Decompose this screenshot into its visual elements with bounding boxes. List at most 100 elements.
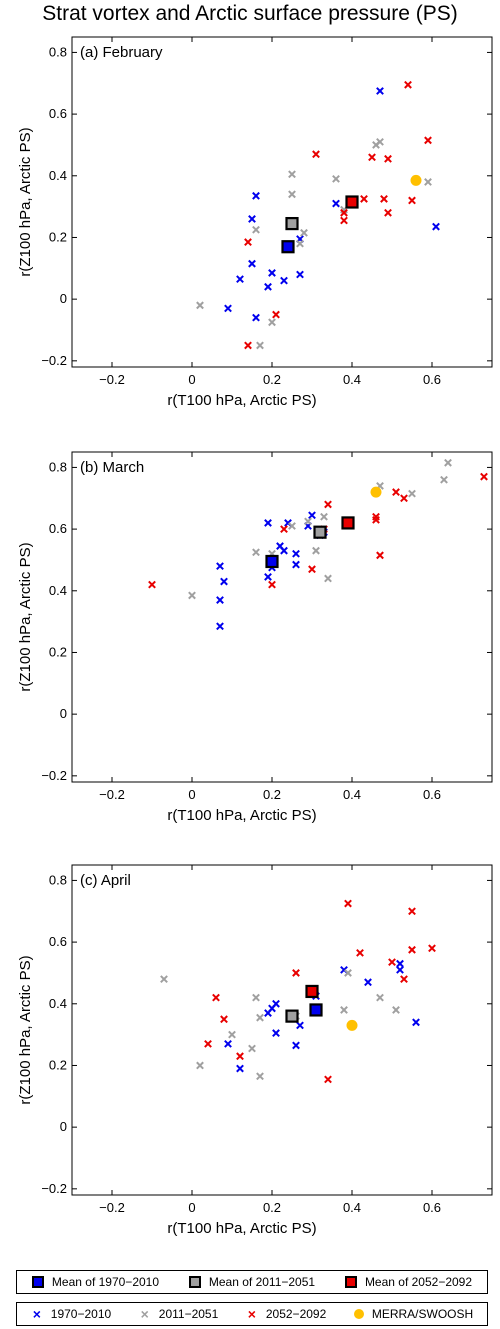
point-stroke [312, 546, 320, 555]
point-stroke [404, 80, 412, 89]
point-2052-2092 [280, 525, 288, 534]
point-stroke [216, 596, 224, 604]
point-1970-2010 [332, 199, 340, 208]
legend-item-mean-2011: Mean of 2011−2051 [188, 1275, 315, 1289]
point-stroke [400, 975, 408, 984]
point-2011-2051 [252, 548, 260, 557]
point-2011-2051 [440, 475, 448, 484]
point-stroke [268, 580, 276, 589]
y-tick-label: 0.4 [49, 583, 67, 598]
point-2052-2092 [204, 1039, 212, 1048]
point-stroke [344, 899, 352, 908]
point-stroke [388, 958, 396, 967]
point-stroke [400, 494, 408, 503]
legend-marker-2052: × [247, 1306, 256, 1322]
point-stroke [248, 215, 256, 223]
point-stroke [368, 153, 376, 162]
y-tick-label: 0.6 [49, 106, 67, 121]
point-1970-2010 [264, 519, 272, 527]
point-2052-2092 [244, 341, 252, 350]
point-stroke [204, 1039, 212, 1048]
point-mean-of-2011-2051 [313, 525, 327, 539]
point-1970-2010 [264, 572, 272, 581]
y-tick-label: 0.4 [49, 996, 67, 1011]
panel-title: (b) March [80, 459, 144, 476]
point-1970-2010 [308, 511, 316, 520]
point-stroke [376, 993, 384, 1002]
figure-title: Strat vortex and Arctic surface pressure… [42, 2, 458, 25]
y-tick-label: 0 [60, 291, 67, 306]
point-2011-2051 [188, 591, 196, 600]
point-1970-2010 [248, 259, 256, 268]
y-tick-label: −0.2 [41, 353, 67, 368]
point-stroke [372, 515, 380, 524]
point-2011-2051 [248, 1044, 256, 1053]
point-2011-2051 [256, 1013, 264, 1022]
point-stroke [480, 472, 488, 481]
point-2052-2092 [212, 993, 220, 1002]
legend-marker-1970: × [32, 1306, 41, 1322]
point-stroke [424, 178, 432, 186]
point-stroke [256, 1013, 264, 1022]
point-stroke [408, 945, 416, 954]
point-stroke [396, 965, 404, 974]
point-stroke [264, 519, 272, 527]
point-stroke [272, 1029, 280, 1037]
point-2011-2051 [332, 174, 340, 183]
legend-label-2052: 2052−2092 [265, 1307, 327, 1321]
x-axis-label: r(T100 hPa, Arctic PS) [167, 807, 316, 824]
point-2052-2092 [480, 472, 488, 481]
point-2052-2092 [408, 945, 416, 954]
y-tick-label: 0.2 [49, 229, 67, 244]
point-2052-2092 [404, 80, 412, 89]
point-stroke [160, 975, 168, 984]
point-2011-2051 [304, 517, 312, 526]
point-2052-2092 [236, 1052, 244, 1061]
point-1970-2010 [272, 999, 280, 1008]
point-1970-2010 [236, 1064, 244, 1073]
point-2011-2051 [408, 489, 416, 498]
y-tick-label: 0.6 [49, 521, 67, 536]
point-stroke [188, 591, 196, 600]
point-stroke [196, 1061, 204, 1070]
panel-march: −0.2 0 0.2 0.4 0.6 −0.2 0 0.2 0.4 0.6 0.8 r(T100 hP… [17, 451, 493, 824]
x-tick-label: 0 [188, 1200, 195, 1215]
point-stroke [272, 999, 280, 1008]
x-tick-label: 0 [188, 372, 195, 387]
point-stroke [444, 458, 452, 467]
point-stroke [304, 517, 312, 526]
point-stroke [264, 572, 272, 581]
point-stroke [340, 1006, 348, 1014]
legend-marker-mean-1970 [31, 1276, 44, 1288]
point-stroke [288, 522, 296, 530]
panel-february: −0.2 0 0.2 0.4 0.6 −0.2 0 0.2 0.4 0.6 0.8 r(T100 hP… [17, 36, 493, 409]
point-stroke [224, 304, 232, 313]
point-stroke [292, 560, 300, 569]
point-stroke [252, 313, 260, 322]
point-2011-2051 [320, 512, 328, 521]
y-axis-label: r(Z100 hPa, Arctic PS) [17, 955, 34, 1104]
point-2011-2051 [312, 546, 320, 555]
point-stroke [344, 969, 352, 977]
point-1970-2010 [248, 215, 256, 223]
point-2011-2051 [252, 993, 260, 1002]
point-1970-2010 [264, 282, 272, 291]
x-tick-label: 0.4 [343, 372, 361, 387]
point-stroke [256, 1072, 264, 1081]
point-mean-of-2052-2092 [305, 984, 319, 999]
point-stroke [408, 489, 416, 498]
point-2052-2092 [308, 565, 316, 574]
point-stroke [236, 1052, 244, 1061]
point-2011-2051 [288, 170, 296, 179]
point-2011-2051 [196, 301, 204, 310]
x-tick-label: −0.2 [99, 787, 125, 802]
legend-marker-mean-2052 [344, 1276, 357, 1288]
point-mean-of-1970-2010 [265, 554, 279, 569]
point-2011-2051 [376, 137, 384, 146]
point-stroke [256, 341, 264, 350]
point-stroke [332, 174, 340, 183]
point-2011-2051 [252, 225, 260, 234]
point-2052-2092 [340, 208, 348, 217]
point-stroke [432, 222, 440, 231]
point-mean-of-2052-2092 [345, 195, 359, 209]
